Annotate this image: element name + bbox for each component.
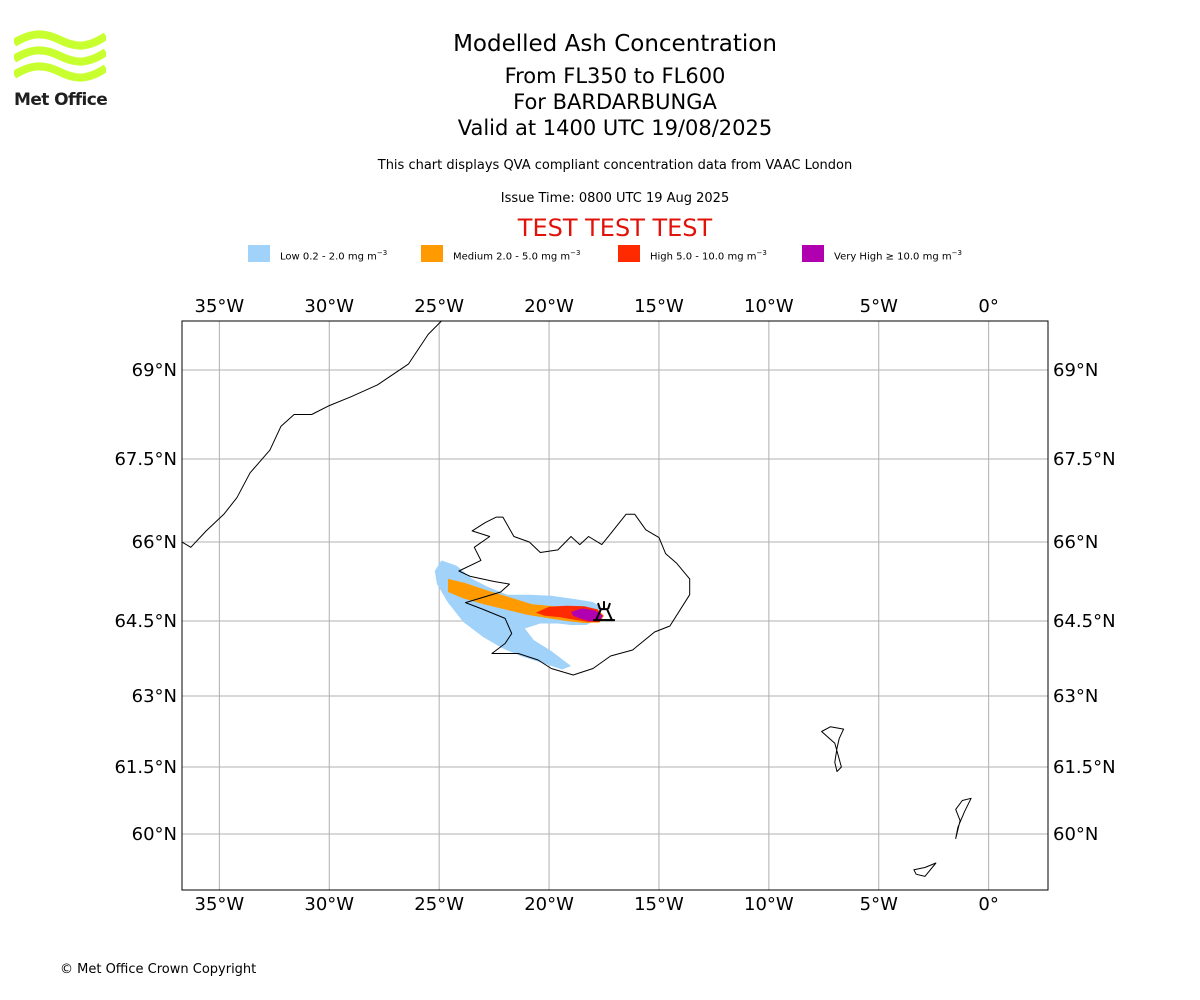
lat-tick-label-left: 60°N xyxy=(132,824,177,845)
lon-tick-label-bottom: 15°W xyxy=(634,894,684,915)
greenland-coastline xyxy=(182,321,443,548)
legend-unit-exp-very-high: −3 xyxy=(951,249,962,257)
lat-tick-label-left: 64.5°N xyxy=(114,611,177,632)
lon-tick-label-bottom: 0° xyxy=(978,894,998,915)
map-frame xyxy=(181,320,1049,891)
test-banner: TEST TEST TEST xyxy=(517,214,713,242)
legend-unit-exp-low: −3 xyxy=(376,249,388,257)
legend-swatch-very-high xyxy=(802,245,824,262)
legend-swatch-medium xyxy=(421,245,443,262)
map-tick-labels: 35°W 35°W 30°W 30°W 25°W 25°W 20°W 20°W 15°W 15°W… xyxy=(114,296,1115,915)
coastline-layer xyxy=(182,321,972,877)
legend-swatch-high xyxy=(618,245,640,262)
chart-description: This chart displays QVA compliant concen… xyxy=(377,158,853,173)
lon-tick-label-top: 15°W xyxy=(634,296,684,317)
lon-tick-label-bottom: 20°W xyxy=(524,894,574,915)
shetland-coastline xyxy=(955,797,972,839)
lat-tick-label-right: 63°N xyxy=(1053,686,1098,707)
ash-area-very-high xyxy=(571,608,603,621)
logo-wave-2 xyxy=(14,46,106,66)
issue-time: Issue Time: 0800 UTC 19 Aug 2025 xyxy=(500,191,730,206)
lon-tick-label-top: 20°W xyxy=(524,296,574,317)
volcano-icon xyxy=(593,601,615,622)
legend-label-high: High 5.0 - 10.0 mg m xyxy=(650,251,757,263)
legend-swatch-low xyxy=(248,245,270,262)
lon-tick-label-bottom: 35°W xyxy=(195,894,245,915)
lat-tick-label-left: 61.5°N xyxy=(114,757,177,778)
logo-wave-3 xyxy=(14,62,106,82)
faroe-islands-coastline xyxy=(821,726,845,772)
met-office-logo: Met Office xyxy=(14,30,110,114)
orkney-coastline xyxy=(913,862,937,877)
volcano-name: For BARDARBUNGA xyxy=(513,90,717,114)
legend-label-low: Low 0.2 - 2.0 mg m xyxy=(280,251,377,263)
map-gridlines xyxy=(182,321,1048,890)
lat-tick-label-right: 67.5°N xyxy=(1053,449,1116,470)
logo-wave-1 xyxy=(14,30,106,50)
lon-tick-label-top: 10°W xyxy=(744,296,794,317)
volcano-marker-layer xyxy=(593,601,615,622)
legend-unit-exp-medium: −3 xyxy=(570,249,581,257)
legend-label-medium: Medium 2.0 - 5.0 mg m xyxy=(453,251,571,263)
iceland-coastline xyxy=(458,513,691,676)
lon-tick-label-bottom: 5°W xyxy=(860,894,898,915)
copyright-notice: © Met Office Crown Copyright xyxy=(60,962,257,977)
lat-tick-label-right: 61.5°N xyxy=(1053,757,1116,778)
lon-tick-label-top: 25°W xyxy=(414,296,464,317)
lat-tick-label-right: 64.5°N xyxy=(1053,611,1116,632)
met-office-wave-logo-icon xyxy=(14,30,106,82)
lon-tick-label-bottom: 10°W xyxy=(744,894,794,915)
lon-tick-label-top: 35°W xyxy=(195,296,245,317)
lat-tick-label-left: 67.5°N xyxy=(114,449,177,470)
legend-label-very-high: Very High ≥ 10.0 mg m xyxy=(834,251,952,263)
lat-tick-label-right: 69°N xyxy=(1053,360,1098,381)
valid-time: Valid at 1400 UTC 19/08/2025 xyxy=(457,116,773,140)
lon-tick-label-bottom: 30°W xyxy=(304,894,354,915)
legend-unit-exp-high: −3 xyxy=(756,249,767,257)
ash-concentration-layer xyxy=(434,560,604,670)
lat-tick-label-left: 69°N xyxy=(132,360,177,381)
lat-tick-label-left: 63°N xyxy=(132,686,177,707)
lat-tick-label-right: 66°N xyxy=(1053,532,1098,553)
flight-level-range: From FL350 to FL600 xyxy=(504,64,726,88)
lon-tick-label-top: 0° xyxy=(978,296,998,317)
lat-tick-label-left: 66°N xyxy=(132,532,177,553)
logo-text: Met Office xyxy=(14,90,108,110)
chart-title: Modelled Ash Concentration xyxy=(453,31,777,57)
lon-tick-label-top: 30°W xyxy=(304,296,354,317)
lon-tick-label-top: 5°W xyxy=(860,296,898,317)
lon-tick-label-bottom: 25°W xyxy=(414,894,464,915)
lat-tick-label-right: 60°N xyxy=(1053,824,1098,845)
